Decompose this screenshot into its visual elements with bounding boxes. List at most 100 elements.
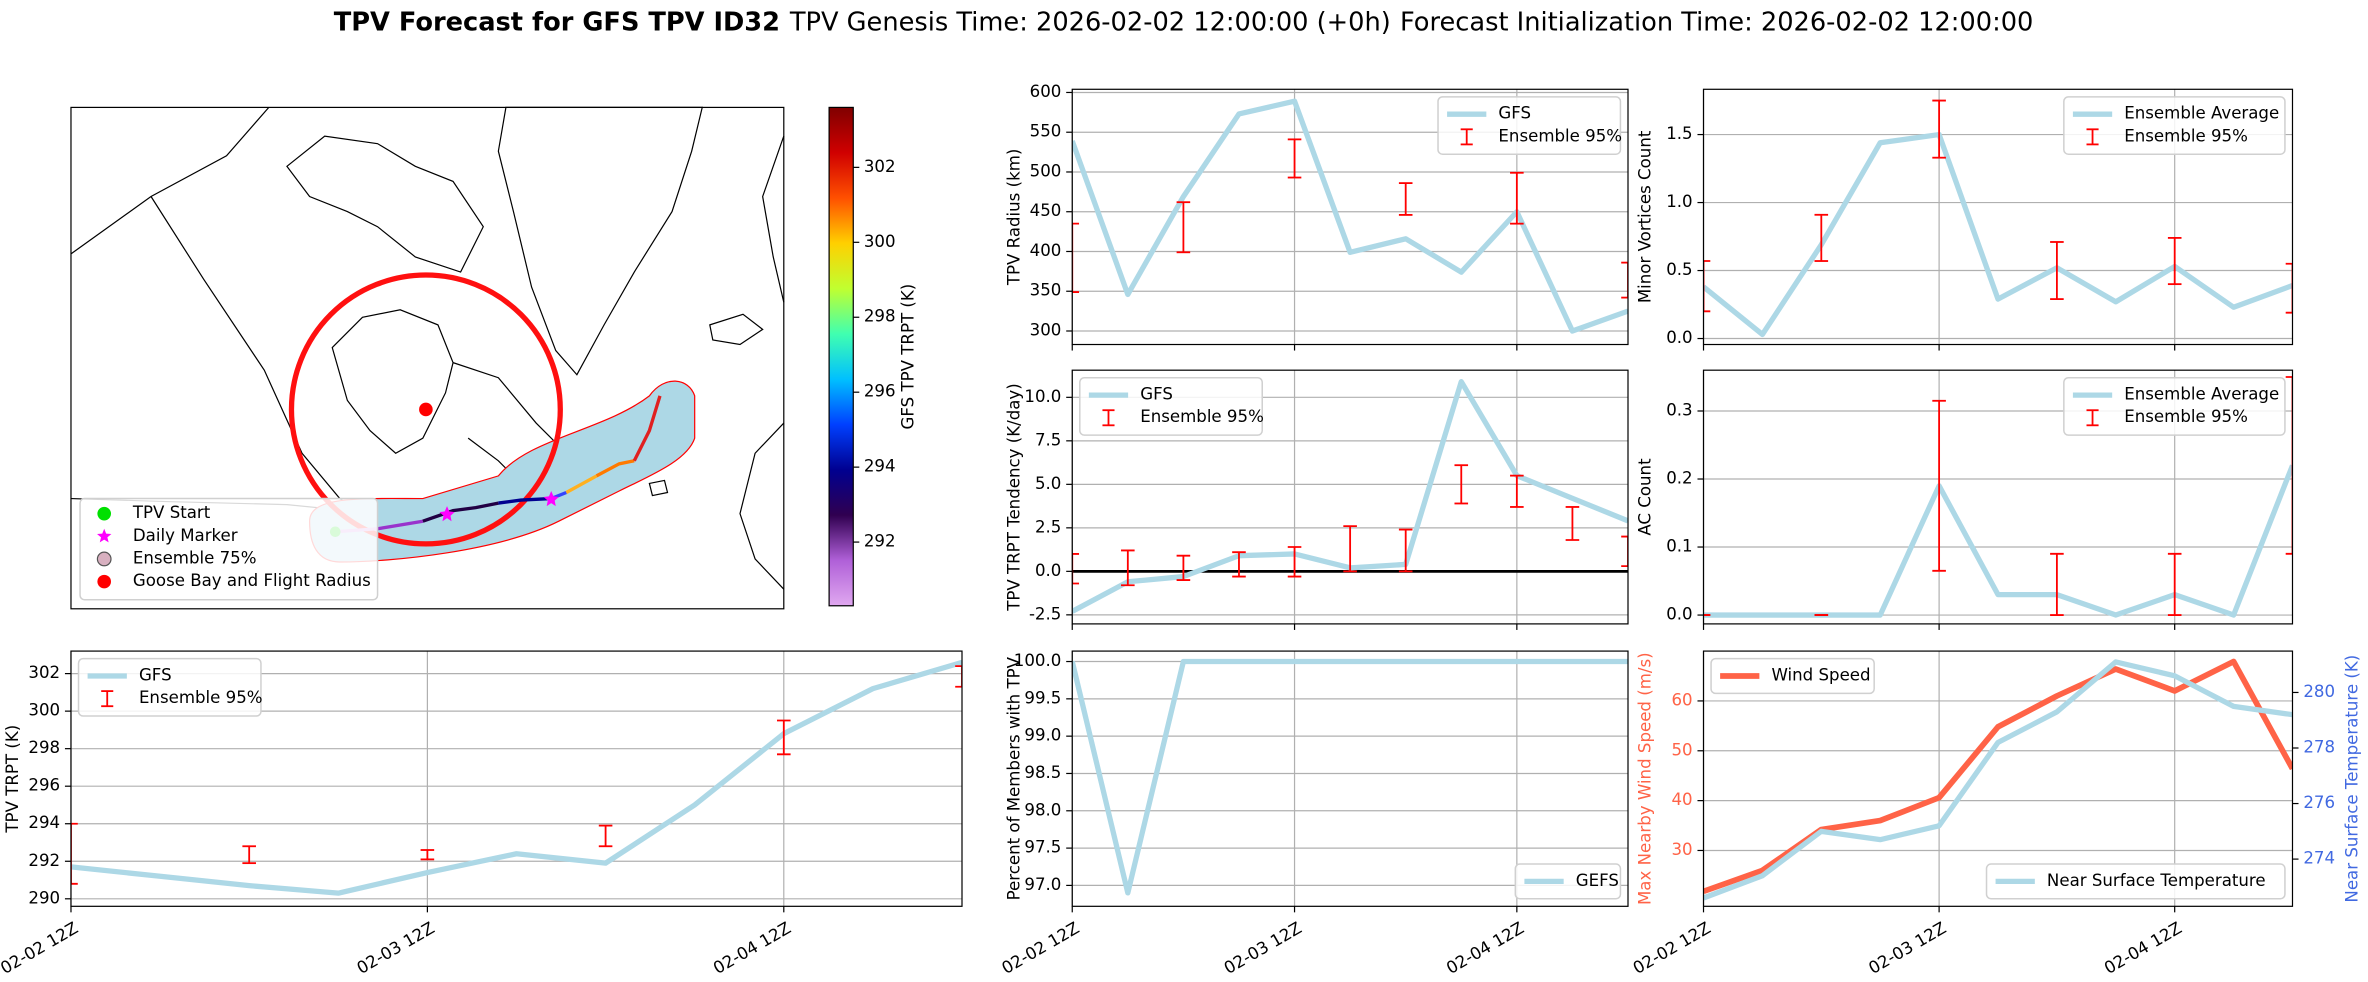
legend-box	[1079, 376, 1263, 436]
colorbar-label: GFS TPV TRPT (K)	[899, 284, 918, 430]
y-tick-label: 276	[2303, 793, 2335, 812]
y-tick-label: 0.1	[1666, 537, 1692, 556]
europe	[739, 135, 785, 590]
plot-frame	[1702, 369, 2294, 625]
y-axis-label: Minor Vortices Count	[1636, 130, 1655, 303]
y-tick-label: 290	[28, 888, 60, 907]
y-axis-label: TPV TRPT (K)	[3, 725, 22, 834]
y-tick-label: 0.5	[1666, 260, 1692, 279]
y-tick-label: 350	[1030, 281, 1062, 300]
y-tick-label: 300	[28, 701, 60, 720]
legend-box	[2063, 96, 2286, 155]
legend-label: Ensemble 95%	[2124, 126, 2248, 145]
legend-label: GEFS	[1576, 871, 1619, 890]
legend-label: Ensemble 95%	[139, 688, 263, 707]
legend-box	[77, 657, 262, 717]
colorbar-tick-label: 296	[864, 382, 896, 401]
hudson-bay	[331, 309, 454, 454]
legend-box	[1437, 96, 1622, 155]
y-tick-label: 294	[28, 813, 60, 832]
colorbar-tick-label: 292	[864, 532, 896, 551]
y-tick-label: 274	[2303, 849, 2335, 868]
y-tick-label: 40	[1671, 790, 1692, 809]
flight-radius	[288, 272, 563, 547]
y-axis-label: Percent of Members with TPV	[1004, 656, 1023, 900]
colorbar	[828, 106, 854, 607]
y2-axis-label: Near Surface Temperature (K)	[2342, 655, 2361, 903]
series-line	[1703, 659, 2293, 901]
y-tick-label: 10.0	[1024, 387, 1061, 406]
y-tick-label: 5.0	[1035, 474, 1061, 493]
legend-label: Ensemble Average	[2124, 104, 2279, 123]
legend-box	[79, 497, 379, 601]
legend-label: Ensemble 95%	[1140, 407, 1264, 426]
legend-label: Ensemble 75%	[133, 548, 257, 567]
figure-subtitle: Forecast Initialization Time: 2026-02-02…	[1400, 7, 2033, 37]
legend-marker	[97, 528, 112, 543]
y-tick-label: 296	[28, 776, 60, 795]
legend-label: GFS	[1498, 104, 1531, 123]
plot-frame	[1071, 88, 1629, 346]
y-tick-label: 600	[1030, 82, 1062, 101]
y-tick-label: 400	[1030, 241, 1062, 260]
legend-marker	[97, 574, 111, 589]
y-tick-label: 97.5	[1024, 838, 1061, 857]
plot-frame	[1071, 369, 1629, 625]
y-tick-label: 300	[1030, 320, 1062, 339]
y-tick-label: 0.0	[1035, 561, 1061, 580]
plot-frame	[70, 650, 963, 907]
legend-label: Daily Marker	[133, 526, 238, 545]
legend-marker	[96, 551, 112, 567]
colorbar-tick-label: 302	[864, 157, 896, 176]
map-frame	[70, 106, 785, 610]
y-tick-label: 292	[28, 851, 60, 870]
legend-label: GFS	[1140, 385, 1173, 404]
series-line	[1703, 464, 2293, 618]
y-tick-label: 550	[1030, 122, 1062, 141]
y-tick-label: 500	[1030, 161, 1062, 180]
y-tick-label: 302	[28, 663, 60, 682]
y-tick-label: 1.5	[1666, 124, 1692, 143]
y-tick-label: 0.0	[1666, 605, 1692, 624]
series-line	[1703, 131, 2293, 338]
y-tick-label: -2.5	[1029, 604, 1061, 623]
daily-marker	[543, 491, 559, 507]
legend-label: TPV Start	[132, 503, 211, 522]
series-line	[1072, 98, 1628, 334]
goose-bay	[419, 402, 433, 417]
y-tick-label: 50	[1671, 740, 1692, 759]
legend-label: Ensemble Average	[2124, 385, 2279, 404]
colorbar-tick-label: 294	[864, 457, 896, 476]
track-segment	[422, 501, 499, 523]
coastline	[70, 107, 270, 255]
y-tick-label: 98.0	[1024, 800, 1061, 819]
y-tick-label: 450	[1030, 201, 1062, 220]
plot-frame	[1702, 650, 2294, 907]
y-tick-label: 0.0	[1666, 328, 1692, 347]
y-tick-label: 7.5	[1035, 430, 1061, 449]
y-axis-label: TPV Radius (km)	[1004, 149, 1023, 287]
colorbar-tick-label: 298	[864, 307, 896, 326]
figure-title: TPV Forecast for GFS TPV ID32	[334, 7, 780, 37]
legend-box	[1985, 863, 2286, 900]
legend-label: Ensemble 95%	[2124, 407, 2248, 426]
y-tick-label: 30	[1671, 840, 1692, 859]
track-segment	[377, 519, 424, 531]
daily-marker	[439, 506, 455, 522]
track-segment	[595, 459, 635, 478]
track-segment	[565, 474, 598, 494]
y-tick-label: 99.0	[1024, 726, 1061, 745]
island	[286, 135, 484, 273]
legend-box	[1710, 657, 1875, 695]
y-axis-label: Max Nearby Wind Speed (m/s)	[1636, 652, 1655, 905]
y-tick-label: 1.0	[1666, 192, 1692, 211]
y-axis-label: AC Count	[1636, 458, 1655, 536]
series-line	[1072, 658, 1628, 896]
plot-frame	[1071, 650, 1629, 907]
colorbar-tick-label: 300	[864, 232, 896, 251]
legend-box	[2063, 376, 2286, 436]
y-tick-label: 0.2	[1666, 469, 1692, 488]
y-axis-label: TPV TRPT Tendency (K/day)	[1004, 383, 1023, 612]
y-tick-label: 2.5	[1035, 517, 1061, 536]
